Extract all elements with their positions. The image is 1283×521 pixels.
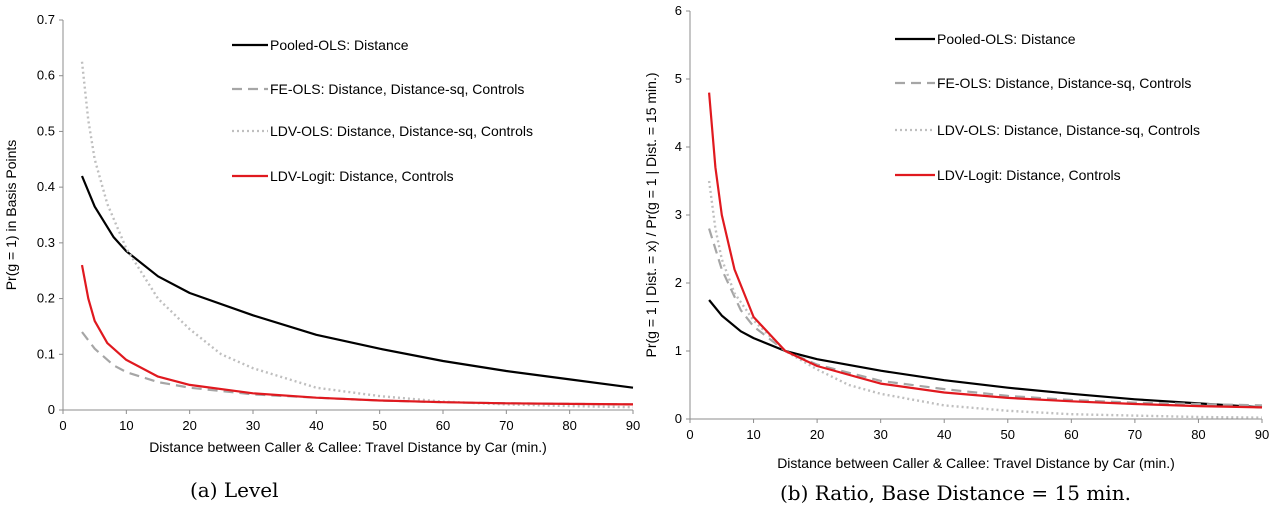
x-tick-label: 30 — [246, 418, 260, 433]
legend-label: LDV-OLS: Distance, Distance-sq, Controls — [937, 122, 1200, 138]
x-tick-label: 10 — [119, 418, 133, 433]
x-tick-label: 60 — [1064, 427, 1078, 442]
legend: Pooled-OLS: Distance FE-OLS: Distance, Di… — [232, 37, 533, 184]
y-tick-label: 0.5 — [37, 123, 55, 138]
x-tick-label: 50 — [1001, 427, 1015, 442]
y-axis-label: Pr(g = 1) in Basis Points — [3, 140, 19, 291]
y-tick-label: 6 — [675, 3, 682, 18]
legend-label: FE-OLS: Distance, Distance-sq, Controls — [270, 81, 524, 97]
x-axis-label: Distance between Caller & Callee: Travel… — [149, 439, 547, 455]
y-tick-label: 5 — [675, 71, 682, 86]
series-line-2 — [80, 61, 634, 409]
x-tick-label: 90 — [626, 418, 640, 433]
series-line-3 — [708, 92, 1263, 409]
legend: Pooled-OLS: Distance FE-OLS: Distance, Di… — [895, 31, 1200, 183]
y-tick-label: 0.4 — [37, 179, 55, 194]
y-tick-label: 0 — [675, 411, 682, 426]
y-tick-label: 2 — [675, 275, 682, 290]
x-tick-label: 90 — [1255, 427, 1269, 442]
x-tick-label: 50 — [372, 418, 386, 433]
legend-label: LDV-Logit: Distance, Controls — [937, 167, 1121, 183]
y-tick-label: 0 — [48, 402, 55, 417]
series-line-0 — [80, 175, 634, 389]
x-tick-label: 0 — [59, 418, 66, 433]
legend-label: FE-OLS: Distance, Distance-sq, Controls — [937, 75, 1191, 91]
x-tick-label: 40 — [309, 418, 323, 433]
series-line-3 — [80, 264, 634, 406]
series-line-1 — [708, 228, 1263, 407]
x-tick-label: 20 — [182, 418, 196, 433]
x-tick-label: 40 — [937, 427, 951, 442]
y-tick-label: 4 — [675, 139, 682, 154]
x-tick-label: 70 — [499, 418, 513, 433]
y-axis-label: Pr(g = 1 | Dist. = x) / Pr(g = 1 | Dist.… — [643, 72, 659, 357]
y-tick-label: 0.7 — [37, 12, 55, 27]
x-tick-label: 30 — [873, 427, 887, 442]
y-tick-label: 0.2 — [37, 291, 55, 306]
x-tick-label: 10 — [746, 427, 760, 442]
y-tick-label: 0.1 — [37, 346, 55, 361]
y-tick-label: 3 — [675, 207, 682, 222]
panel-caption: (a) Level — [190, 478, 279, 502]
series-line-2 — [707, 180, 1263, 419]
x-tick-label: 20 — [810, 427, 824, 442]
x-tick-label: 0 — [686, 427, 693, 442]
series-line-0 — [708, 299, 1263, 409]
x-tick-label: 80 — [562, 418, 576, 433]
chart-panel-0: 0 0.1 0.2 0.3 0.4 0.5 0.6 0.7 0 10 20 30 40 50 60 70 80 9… — [3, 12, 640, 502]
y-tick-label: 1 — [675, 343, 682, 358]
x-tick-label: 60 — [436, 418, 450, 433]
legend-label: Pooled-OLS: Distance — [937, 31, 1076, 47]
x-tick-label: 80 — [1191, 427, 1205, 442]
panel-caption: (b) Ratio, Base Distance = 15 min. — [780, 481, 1131, 505]
x-axis-label: Distance between Caller & Callee: Travel… — [777, 455, 1175, 471]
legend-label: LDV-OLS: Distance, Distance-sq, Controls — [270, 123, 533, 139]
legend-label: Pooled-OLS: Distance — [270, 37, 409, 53]
x-tick-label: 70 — [1128, 427, 1142, 442]
legend-label: LDV-Logit: Distance, Controls — [270, 168, 454, 184]
y-tick-label: 0.6 — [37, 68, 55, 83]
y-tick-label: 0.3 — [37, 235, 55, 250]
